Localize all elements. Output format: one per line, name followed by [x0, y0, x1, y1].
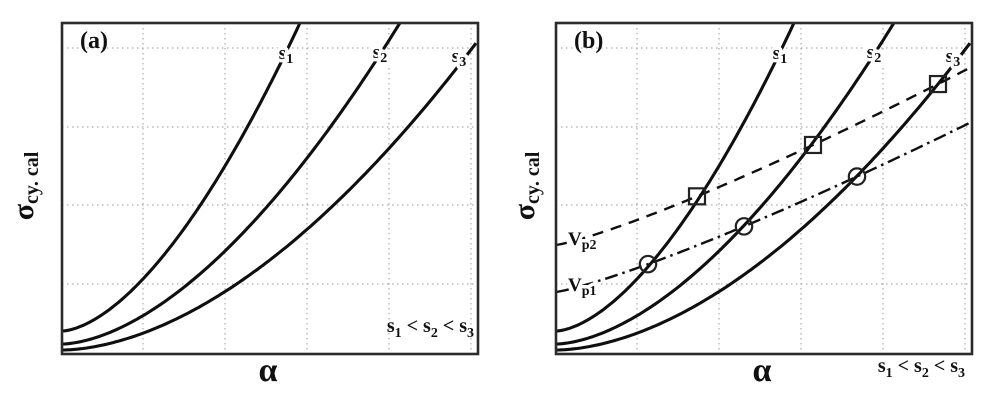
intersection-marker-square: [687, 187, 707, 206]
intersection-marker-square: [803, 135, 823, 155]
series-s2: [61, 22, 402, 346]
y-axis-symbol: σ: [508, 203, 541, 221]
series-s3: [556, 42, 972, 352]
intersection-marker-circle: [734, 217, 754, 236]
intersection-marker-circle: [638, 254, 658, 274]
series-s1: [555, 22, 796, 333]
panel-a-svg: s1 s2 s3: [60, 21, 480, 356]
series-vp2: [555, 66, 971, 247]
panel-a-y-axis-label: σcy. cal: [7, 56, 47, 316]
panel-a-inequality-annotation: s1 < s2 < s3: [386, 315, 474, 341]
panel-b-inequality-annotation: s1 < s2 < s3 Vp1 < Vp2: [878, 291, 965, 401]
y-axis-symbol: σ: [7, 203, 40, 221]
series-label-s3: s3: [452, 46, 466, 70]
series-label-s3: s3: [946, 46, 960, 70]
series-label-vp1: Vp1: [568, 275, 597, 299]
intersection-marker-circle: [847, 167, 867, 186]
panel-b-y-axis-label: σcy. cal: [508, 56, 548, 316]
series-label-vp2: Vp2: [568, 229, 597, 253]
series-s1: [61, 22, 302, 333]
series-s2: [555, 22, 896, 346]
intersection-marker-square: [928, 74, 948, 94]
plot-border: [554, 21, 974, 356]
panel-b-x-axis-label: α: [752, 352, 772, 389]
series-label-s1: s1: [279, 43, 293, 67]
panel-a-x-axis-label: α: [258, 352, 278, 389]
plot-border: [60, 21, 480, 356]
series-vp1: [555, 121, 971, 294]
series-label-s1: s1: [773, 43, 787, 67]
panel-b-tag: (b): [574, 28, 604, 54]
y-axis-subscript: cy. cal: [522, 151, 544, 204]
panel-a-tag: (a): [80, 28, 108, 54]
series-label-s2: s2: [373, 42, 387, 66]
s-inequality-line: s1 < s2 < s3: [877, 355, 965, 381]
y-axis-subscript: cy. cal: [21, 151, 43, 204]
series-s3: [62, 42, 478, 352]
